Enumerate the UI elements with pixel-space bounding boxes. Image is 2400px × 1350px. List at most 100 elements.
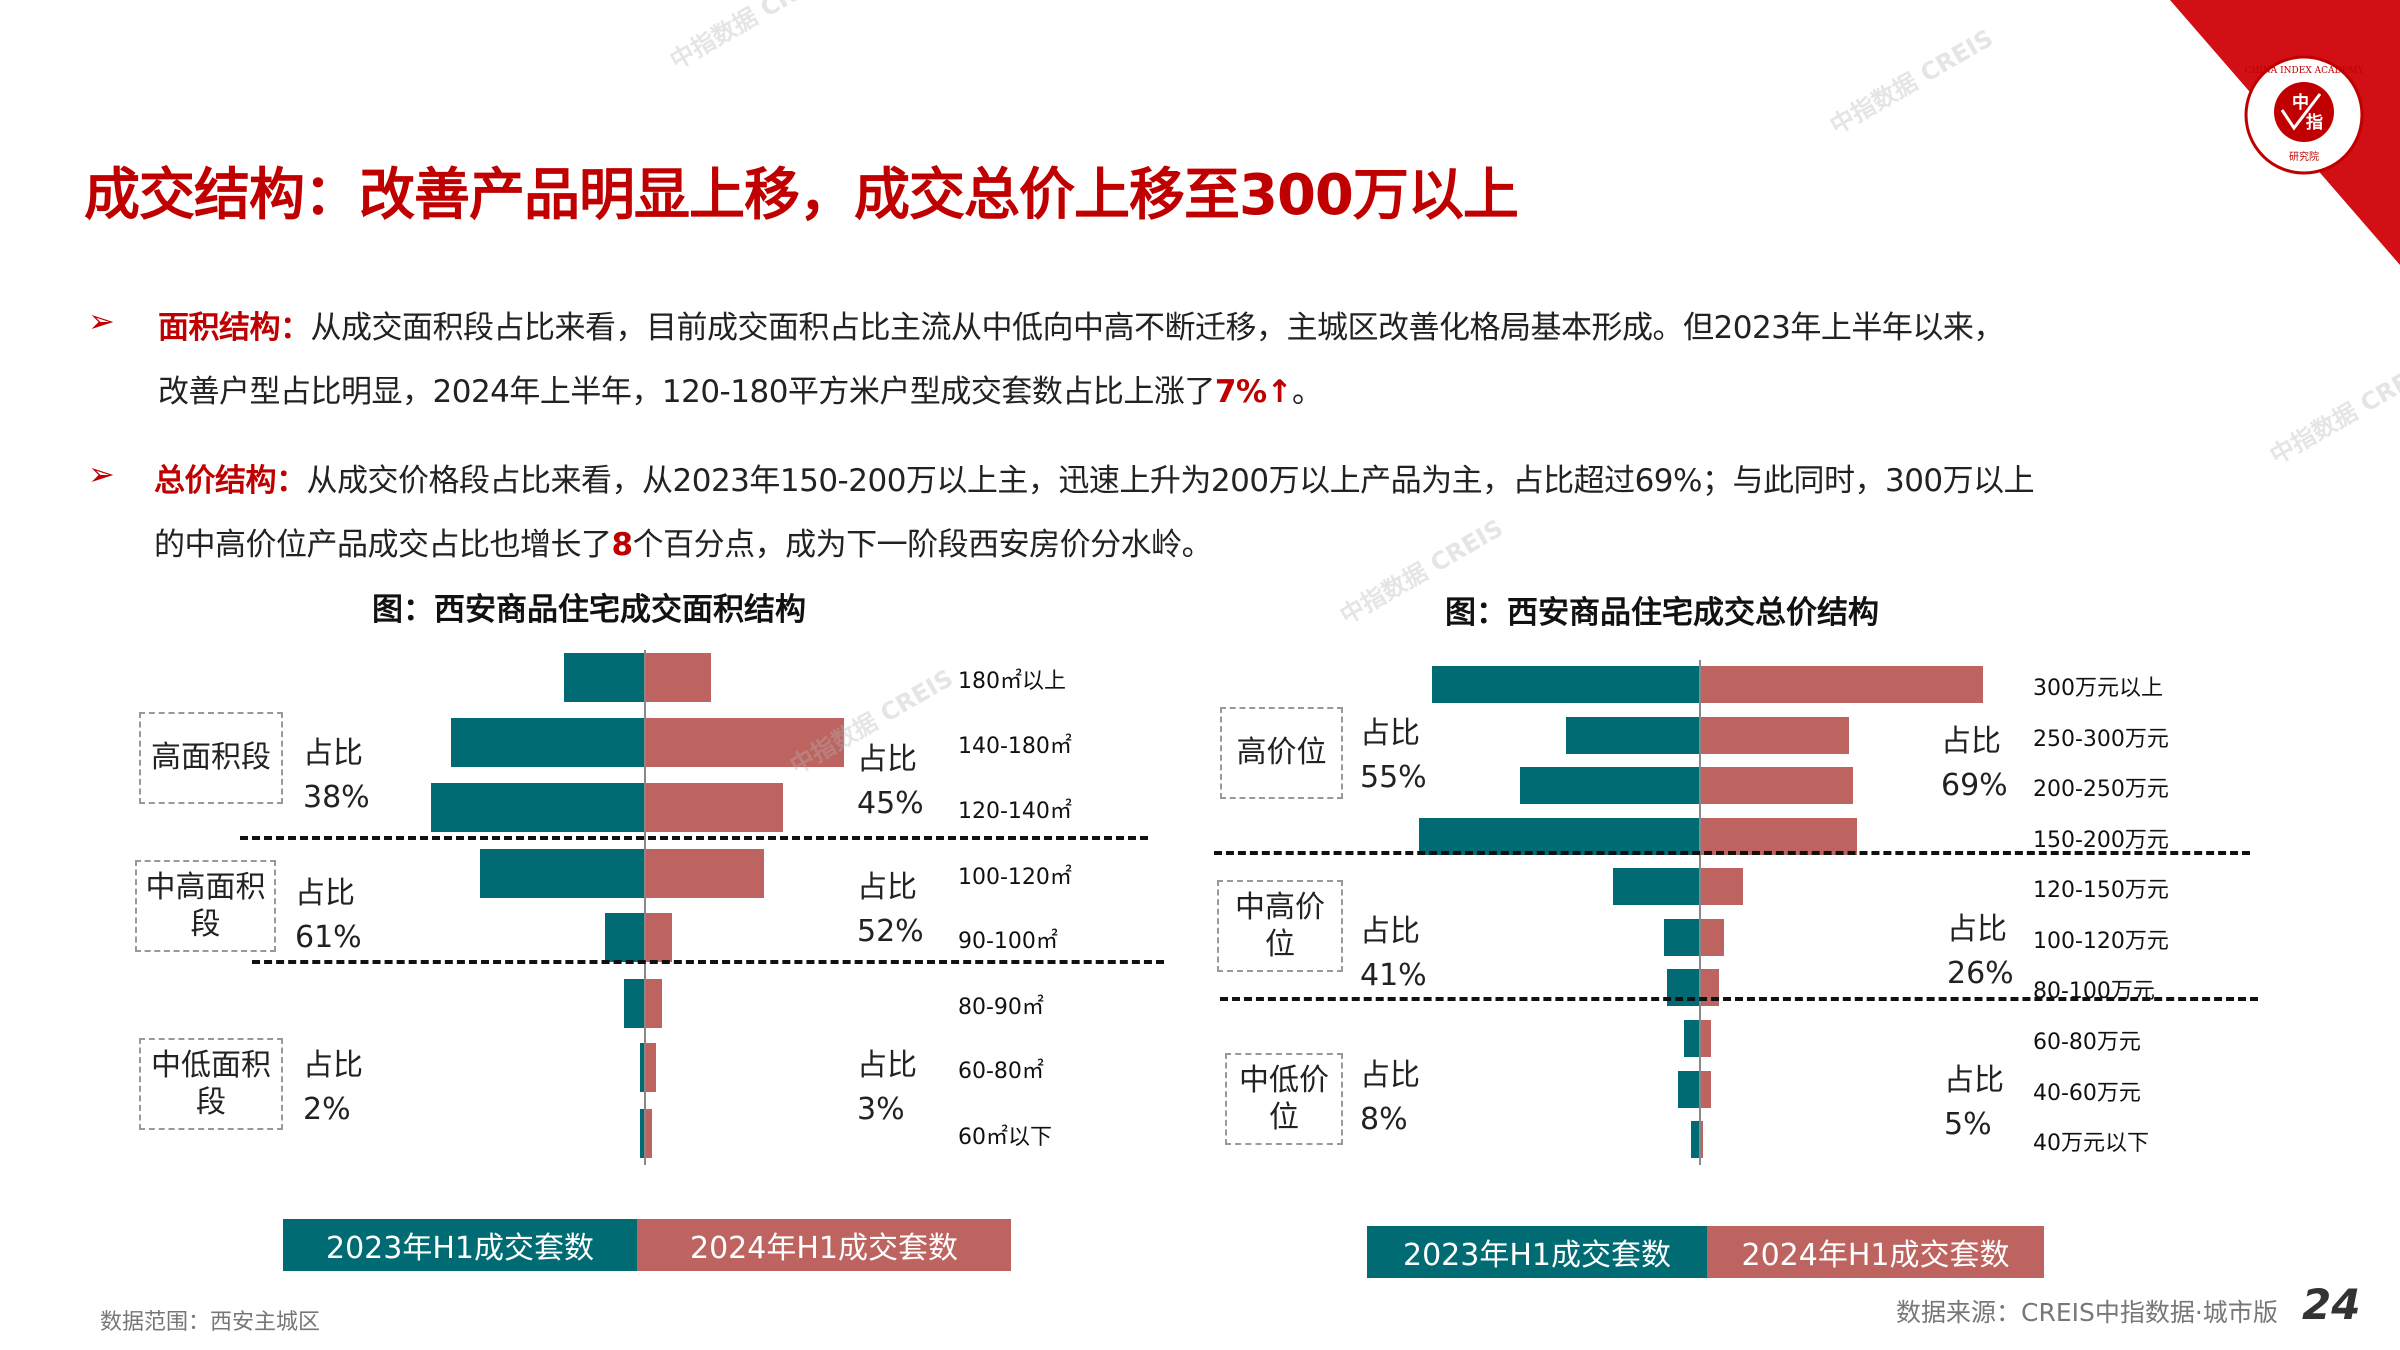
bar-2024 [1700,1019,1711,1057]
data-source: 数据来源：CREIS中指数据·城市版 [1896,1298,2278,1327]
share-label-2024: 占比 [1944,1063,2004,1098]
bar-2024 [645,912,672,962]
group-box: 中低面积段 [139,1038,283,1130]
bar-2023 [1677,1070,1700,1108]
bar-2023 [623,978,645,1028]
bar-2024 [1700,766,1853,804]
category-label: 60-80万元 [2033,1030,2141,1055]
share-label-2024: 占比 [1947,912,2007,947]
category-label: 120-150万元 [2033,878,2169,903]
bar-2023 [1519,766,1700,804]
china-index-academy-logo: 中 指 CHINA INDEX ACADEMY 研究院 [2244,55,2365,175]
category-label: 40-60万元 [2033,1081,2141,1106]
svg-text:指: 指 [2306,112,2323,133]
corner-banner: 中 指 CHINA INDEX ACADEMY 研究院 [2170,0,2400,265]
share-value-2023: 41% [1360,958,1427,993]
watermark: 中指数据 CREIS [1825,24,1998,140]
legend-2023: 2023年H1成交套数 [1367,1226,1707,1278]
center-axis [644,650,646,1165]
share-label-2023: 占比 [1360,1058,1420,1093]
category-label: 120-140㎡ [958,799,1072,824]
bar-2024 [1700,1070,1712,1108]
share-label-2024: 占比 [1941,724,2001,759]
bar-2023 [640,1042,645,1092]
bullet-text: 从成交价格段占比来看，从2023年150-200万以上主，迅速上升为200万以上… [306,463,2035,499]
bullet-highlight: 7%↑ [1214,374,1293,410]
category-label: 100-120㎡ [958,865,1072,890]
chart-title-price: 图：西安商品住宅成交总价结构 [1445,595,1879,631]
group-divider [1214,851,2250,855]
bullet-price-line2: 的中高价位产品成交占比也增长了8个百分点，成为下一阶段西安房价分水岭。 [154,519,1213,564]
share-value-2024: 52% [857,914,924,949]
share-label-2023: 占比 [1360,716,1420,751]
page-number: 24 [2302,1280,2361,1329]
share-value-2023: 2% [303,1092,351,1127]
bar-2024 [645,782,783,832]
bar-2024 [1700,867,1744,905]
share-value-2024: 26% [1947,956,2014,991]
share-value-2024: 3% [857,1092,905,1127]
share-label-2023: 占比 [295,876,355,911]
category-label: 250-300万元 [2033,727,2169,752]
group-divider [252,960,1164,964]
legend-price: 2023年H1成交套数 2024年H1成交套数 [1367,1226,2044,1278]
bar-2024 [1700,1120,1704,1158]
data-scope: 数据范围：西安主城区 [100,1310,321,1335]
page-title: 成交结构：改善产品明显上移，成交总价上移至300万以上 [84,163,1519,228]
category-label: 80-90㎡ [958,995,1044,1020]
bar-2024 [645,717,845,767]
svg-text:CHINA INDEX ACADEMY: CHINA INDEX ACADEMY [2245,66,2365,76]
group-divider [1220,997,2258,1001]
bullet-area-line2: 改善户型占比明显，2024年上半年，120-180平方米户型成交套数占比上涨了7… [158,366,1323,411]
bar-2024 [1700,817,1858,855]
bullet-label: 面积结构： [158,310,311,346]
category-label: 300万元以上 [2033,676,2163,701]
group-divider [240,836,1148,840]
category-label: 60㎡以下 [958,1125,1052,1150]
bar-2024 [1700,716,1849,754]
legend-area: 2023年H1成交套数 2024年H1成交套数 [283,1219,1011,1271]
bar-2023 [1663,918,1700,956]
share-label-2024: 占比 [857,742,917,777]
watermark: 中指数据 CREIS [2265,354,2400,470]
share-label-2024: 占比 [857,870,917,905]
legend-2024: 2024年H1成交套数 [637,1219,1011,1271]
watermark: 中指数据 CREIS [665,0,838,75]
share-label-2023: 占比 [303,736,363,771]
bar-2023 [430,782,645,832]
group-box: 中高面积段 [135,860,276,952]
bar-2024 [645,1108,652,1158]
category-label: 200-250万元 [2033,777,2169,802]
bar-2024 [1700,665,1984,703]
bar-2023 [1684,1019,1700,1057]
group-box: 中高价位 [1217,880,1343,972]
bar-2023 [640,1108,645,1158]
svg-text:中: 中 [2292,92,2309,113]
bullet-text: 个百分点，成为下一阶段西安房价分水岭。 [632,527,1213,563]
share-value-2023: 38% [303,780,370,815]
category-label: 140-180㎡ [958,734,1072,759]
bullet-text: 改善户型占比明显，2024年上半年，120-180平方米户型成交套数占比上涨了 [158,374,1215,410]
bar-2023 [1613,867,1700,905]
bar-2024 [645,848,764,898]
bullet-arrow-icon: ➢ [88,302,115,340]
bar-2024 [1700,918,1724,956]
legend-2024: 2024年H1成交套数 [1707,1226,2044,1278]
bar-2023 [1418,817,1700,855]
bar-2023 [480,848,645,898]
share-label-2023: 占比 [1360,914,1420,949]
category-label: 180㎡以上 [958,669,1066,694]
bar-2024 [645,652,712,702]
share-value-2024: 45% [857,786,924,821]
bar-2023 [451,717,645,767]
bullet-price-line1: 总价结构：从成交价格段占比来看，从2023年150-200万以上主，迅速上升为2… [154,455,2035,500]
bar-2023 [1566,716,1700,754]
center-axis [1699,660,1701,1165]
bar-2023 [563,652,645,702]
category-label: 100-120万元 [2033,929,2169,954]
chart-title-area: 图：西安商品住宅成交面积结构 [372,592,806,628]
bar-2023 [1690,1120,1700,1158]
legend-2023: 2023年H1成交套数 [283,1219,637,1271]
category-label: 90-100㎡ [958,929,1058,954]
share-value-2024: 69% [1941,768,2008,803]
